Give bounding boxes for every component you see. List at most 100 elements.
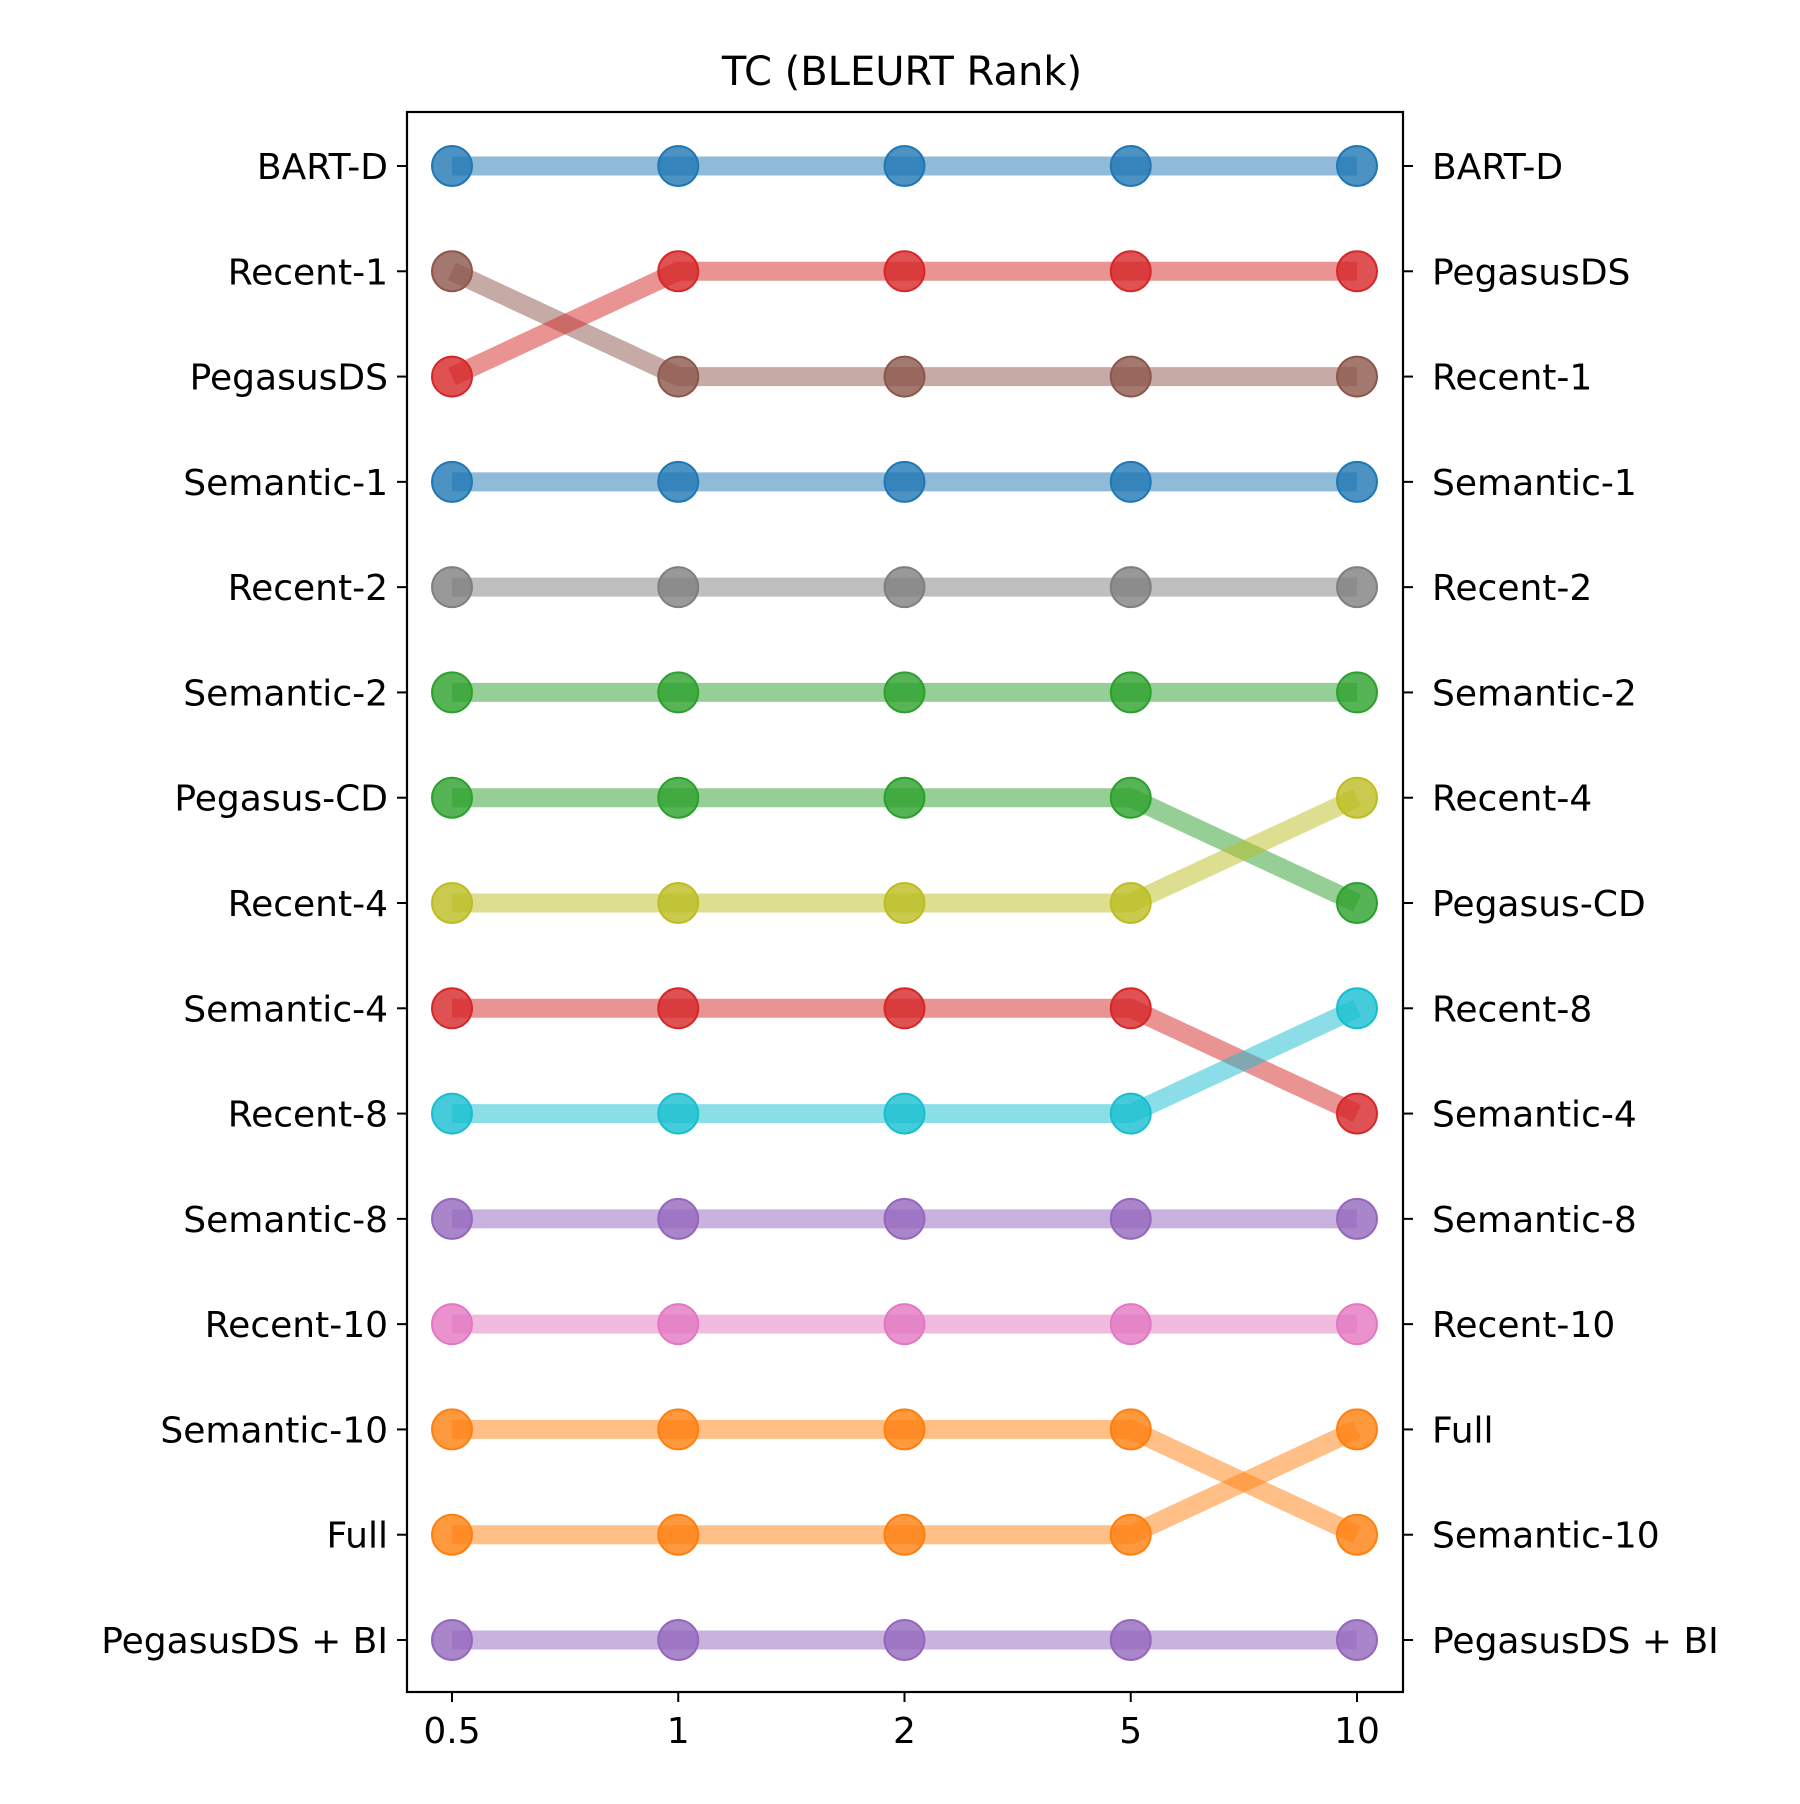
data-point [657,145,700,187]
data-point [657,1303,700,1346]
y-tick-label-left: Semantic-8 [183,1200,388,1241]
data-point [1336,1303,1378,1346]
y-tick-label-left: Recent-4 [228,884,388,925]
data-point [1109,460,1152,503]
data-point [1336,882,1378,924]
data-point [657,1408,700,1451]
data-point [1109,1513,1152,1556]
y-tick-label-left: PegasusDS + BI [101,1621,388,1662]
data-point [1109,1619,1152,1661]
data-point [431,355,473,398]
x-tick-label: 1 [667,1711,690,1752]
data-point [883,1408,926,1451]
data-point [1336,671,1378,714]
x-tick-label: 5 [1119,1711,1142,1752]
data-point [883,776,926,819]
y-tick-label-left: Semantic-4 [183,989,388,1030]
data-point [1109,355,1152,398]
data-point [657,355,700,398]
y-tick-label-right: Semantic-8 [1432,1200,1637,1241]
data-point [883,1513,926,1556]
data-point [883,145,926,187]
y-axis-left: BART-D Recent-1 PegasusDS Semantic-1 Recent-… [101,147,407,1662]
data-point [431,1197,473,1240]
data-point [883,460,926,503]
data-point [431,1303,473,1346]
y-tick-label-right: Pegasus-CD [1432,884,1646,925]
y-tick-label-right: Recent-1 [1432,358,1592,399]
data-point [1336,1092,1378,1135]
x-tick-label: 2 [893,1711,916,1752]
data-point [883,1619,926,1661]
data-point [1109,1092,1152,1135]
data-point [431,1408,473,1451]
x-tick-label: 0.5 [423,1711,480,1752]
data-point [657,671,700,714]
data-point [1336,776,1378,819]
data-point [883,882,926,924]
y-tick-label-left: PegasusDS [190,358,388,399]
y-tick-label-right: Recent-4 [1432,779,1592,820]
data-point [1109,566,1152,609]
data-point [1109,1303,1152,1346]
y-tick-label-left: Recent-1 [228,252,388,293]
x-axis: 0.5 1 2 5 10 [423,1692,1380,1752]
y-tick-label-left: Recent-2 [228,568,388,609]
data-point [431,1513,473,1556]
data-point [657,460,700,503]
data-point [1336,987,1378,1030]
data-point [883,250,926,293]
data-point [883,1303,926,1346]
data-point [1336,1513,1378,1556]
data-point [1109,1408,1152,1451]
data-point [883,1197,926,1240]
data-point [1336,145,1378,187]
y-tick-label-right: PegasusDS [1432,252,1630,293]
data-point [431,1092,473,1135]
data-point [1336,250,1378,293]
data-point [657,1092,700,1135]
data-point [1109,776,1152,819]
data-point [1336,1619,1378,1661]
data-point [1336,566,1378,609]
data-point [1109,987,1152,1030]
data-point [1109,1197,1152,1240]
y-tick-label-left: Semantic-10 [160,1410,388,1451]
y-tick-label-right: BART-D [1432,147,1563,188]
y-tick-label-right: Semantic-1 [1432,463,1637,504]
y-tick-label-right: Semantic-4 [1432,1095,1637,1136]
data-point [431,776,473,819]
y-tick-label-left: Pegasus-CD [174,779,388,820]
y-tick-label-right: Semantic-10 [1432,1516,1660,1557]
y-tick-label-left: Recent-10 [205,1305,388,1346]
data-point [431,882,473,924]
y-tick-label-right: Recent-10 [1432,1305,1615,1346]
x-tick-label: 10 [1334,1711,1380,1752]
data-point [1109,145,1152,187]
y-tick-label-left: Full [326,1516,388,1557]
data-point [883,671,926,714]
y-tick-label-right: PegasusDS + BI [1432,1621,1719,1662]
chart-title: TC (BLEURT Rank) [721,49,1082,95]
data-point [657,882,700,924]
data-point [883,355,926,398]
y-tick-label-left: Semantic-2 [183,673,388,714]
data-point [657,1513,700,1556]
data-point [657,776,700,819]
y-tick-label-left: Recent-8 [228,1095,388,1136]
data-point [431,460,473,503]
y-tick-label-left: BART-D [257,147,388,188]
data-point [1336,460,1378,503]
data-point [431,145,473,187]
y-tick-label-right: Recent-8 [1432,989,1592,1030]
y-axis-right: BART-D PegasusDS Recent-1 Semantic-1 Recent-… [1403,147,1719,1662]
data-point [1109,671,1152,714]
data-point [657,1619,700,1661]
series-points [431,145,1378,1661]
y-tick-label-right: Semantic-2 [1432,673,1637,714]
data-point [431,987,473,1030]
data-point [1109,250,1152,293]
y-tick-label-right: Full [1432,1410,1494,1451]
